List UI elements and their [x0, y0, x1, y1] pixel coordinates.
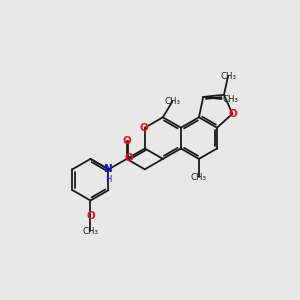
Text: O: O	[124, 153, 134, 163]
Text: O: O	[122, 136, 131, 146]
Text: H: H	[105, 175, 112, 184]
Text: O: O	[228, 109, 237, 119]
Text: N: N	[104, 164, 113, 174]
Text: O: O	[140, 123, 148, 133]
Text: CH₃: CH₃	[164, 97, 180, 106]
Text: CH₃: CH₃	[223, 94, 238, 103]
Text: CH₃: CH₃	[191, 173, 207, 182]
Text: O: O	[86, 211, 95, 221]
Text: CH₃: CH₃	[220, 72, 236, 81]
Text: CH₃: CH₃	[82, 226, 98, 236]
